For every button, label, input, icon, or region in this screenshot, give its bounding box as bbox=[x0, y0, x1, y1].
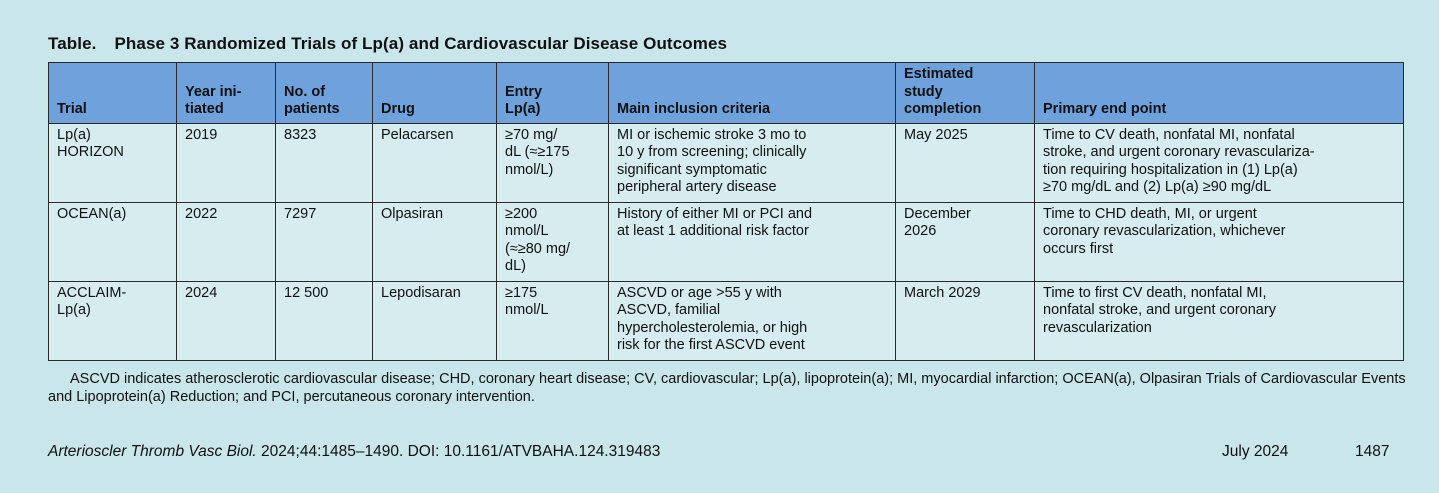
citation-journal: Arterioscler Thromb Vasc Biol. bbox=[48, 443, 257, 460]
cell-endpoint: Time to CHD death, MI, or urgent coronary… bbox=[1034, 201, 1404, 282]
cell-year: 2019 bbox=[176, 122, 276, 203]
cell-patients: 8323 bbox=[275, 122, 373, 203]
trials-table: Trial Year ini-tiated No. of patients Dru… bbox=[48, 62, 1404, 361]
cell-drug: Pelacarsen bbox=[372, 122, 497, 203]
header-estimated-completion: Estimated study completion bbox=[895, 62, 1035, 124]
table-caption: Table. Phase 3 Randomized Trials of Lp(a)… bbox=[48, 34, 727, 54]
cell-trial: OCEAN(a) bbox=[48, 201, 177, 282]
table-label: Table. bbox=[48, 34, 97, 53]
cell-completion: May 2025 bbox=[895, 122, 1035, 203]
citation: Arterioscler Thromb Vasc Biol. 2024;44:1… bbox=[48, 443, 660, 461]
issue-date: July 2024 bbox=[1222, 443, 1289, 460]
cell-patients: 7297 bbox=[275, 201, 373, 282]
cell-patients: 12 500 bbox=[275, 280, 373, 361]
cell-endpoint: Time to CV death, nonfatal MI, nonfatal s… bbox=[1034, 122, 1404, 203]
cell-entry-lpa: ≥70 mg/dL (≈≥175 nmol/L) bbox=[496, 122, 609, 203]
header-drug: Drug bbox=[372, 62, 497, 124]
page-number: 1487 bbox=[1355, 443, 1390, 460]
header-no-of-patients: No. of patients bbox=[275, 62, 373, 124]
cell-entry-lpa: ≥200 nmol/L (≈≥80 mg/dL) bbox=[496, 201, 609, 282]
cell-drug: Olpasiran bbox=[372, 201, 497, 282]
header-main-inclusion-criteria: Main inclusion criteria bbox=[608, 62, 896, 124]
cell-completion: March 2029 bbox=[895, 280, 1035, 361]
cell-endpoint: Time to first CV death, nonfatal MI, nonf… bbox=[1034, 280, 1404, 361]
table-row: Lp(a) HORIZON 2019 8323 Pelacarsen ≥70 mg… bbox=[48, 122, 1404, 203]
header-primary-end-point: Primary end point bbox=[1034, 62, 1404, 124]
cell-trial: Lp(a) HORIZON bbox=[48, 122, 177, 203]
header-trial: Trial bbox=[48, 62, 177, 124]
cell-entry-lpa: ≥175 nmol/L bbox=[496, 280, 609, 361]
header-entry-lpa: Entry Lp(a) bbox=[496, 62, 609, 124]
cell-criteria: History of either MI or PCI and at least … bbox=[608, 201, 896, 282]
cell-criteria: MI or ischemic stroke 3 mo to 10 y from s… bbox=[608, 122, 896, 203]
cell-completion: December 2026 bbox=[895, 201, 1035, 282]
cell-year: 2024 bbox=[176, 280, 276, 361]
table-row: OCEAN(a) 2022 7297 Olpasiran ≥200 nmol/L(… bbox=[48, 201, 1404, 282]
table-header-row: Trial Year ini-tiated No. of patients Dru… bbox=[48, 62, 1404, 124]
table-row: ACCLAIM- Lp(a) 2024 12 500 Lepodisaran ≥1… bbox=[48, 280, 1404, 361]
cell-trial: ACCLAIM- Lp(a) bbox=[48, 280, 177, 361]
table-title: Phase 3 Randomized Trials of Lp(a) and C… bbox=[114, 34, 728, 53]
citation-details: 2024;44:1485–1490. DOI: 10.1161/ATVBAHA.… bbox=[256, 443, 661, 460]
cell-year: 2022 bbox=[176, 201, 276, 282]
cell-criteria: ASCVD or age >55 y with ASCVD, familial hy… bbox=[608, 280, 896, 361]
table-footnote: ASCVD indicates atherosclerotic cardiova… bbox=[48, 371, 1406, 405]
cell-drug: Lepodisaran bbox=[372, 280, 497, 361]
header-year-initiated: Year ini-tiated bbox=[176, 62, 276, 124]
